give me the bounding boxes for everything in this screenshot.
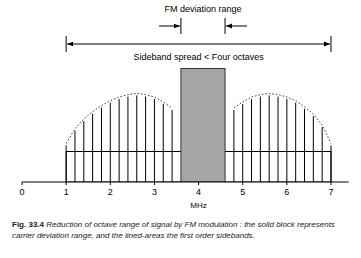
caption-text: Reduction of octave range of signal by F… — [12, 220, 335, 240]
spread-bound — [66, 36, 67, 52]
spread-arrow — [67, 44, 330, 45]
sideband-line — [66, 145, 67, 182]
sideband-line — [278, 97, 279, 182]
sideband-line — [163, 104, 164, 182]
x-tick-label: 4 — [196, 187, 201, 197]
plot-area — [66, 69, 331, 182]
x-tick-label: 7 — [328, 187, 333, 197]
x-tick — [66, 182, 67, 185]
x-tick — [22, 182, 23, 185]
x-tick — [331, 182, 332, 185]
caption: Fig. 33.4 Reduction of octave range of s… — [12, 219, 352, 241]
x-tick-label: 3 — [152, 187, 157, 197]
spread-label: Sideband spread < Four octaves — [133, 52, 264, 62]
sideband-line — [304, 109, 305, 182]
sideband-line — [233, 110, 234, 182]
spread-bound — [331, 36, 332, 52]
deviation-bound — [225, 18, 226, 34]
x-tick-label: 0 — [19, 187, 24, 197]
x-tick — [242, 182, 243, 185]
sideband-line — [127, 97, 128, 182]
sideband-line — [83, 121, 84, 182]
sideband-line — [260, 97, 261, 182]
x-tick — [110, 182, 111, 185]
x-tick-label: 6 — [284, 187, 289, 197]
sideband-line — [286, 99, 287, 182]
x-tick-label: 1 — [64, 187, 69, 197]
sideband-line — [110, 103, 111, 182]
x-tick — [154, 182, 155, 185]
deviation-label: FM deviation range — [164, 4, 241, 14]
deviation-arrow — [159, 26, 180, 27]
sideband-line — [269, 95, 270, 182]
figure-label: Fig. 33.4 — [12, 220, 44, 229]
sideband-envelope — [66, 93, 172, 143]
sideband-line — [295, 103, 296, 182]
sideband-line — [101, 108, 102, 182]
carrier-block — [181, 69, 225, 182]
x-tick — [286, 182, 287, 185]
sideband-line — [145, 97, 146, 182]
sideband-line — [172, 110, 173, 182]
sideband-line — [92, 114, 93, 182]
sideband-envelope — [234, 93, 331, 143]
x-tick-label: 5 — [240, 187, 245, 197]
x-axis-label: MHz — [190, 201, 206, 210]
sideband-line — [74, 131, 75, 182]
sideband-line — [154, 99, 155, 182]
sideband-line — [331, 145, 332, 182]
sideband-line — [322, 127, 323, 182]
x-tick-label: 2 — [108, 187, 113, 197]
sideband-line — [251, 99, 252, 182]
deviation-bound — [180, 18, 181, 34]
sideband-line — [119, 99, 120, 182]
x-axis — [22, 182, 349, 183]
sideband-line — [242, 104, 243, 182]
deviation-arrow — [226, 26, 247, 27]
sideband-line — [136, 95, 137, 182]
x-tick — [198, 182, 199, 185]
sideband-line — [313, 116, 314, 182]
